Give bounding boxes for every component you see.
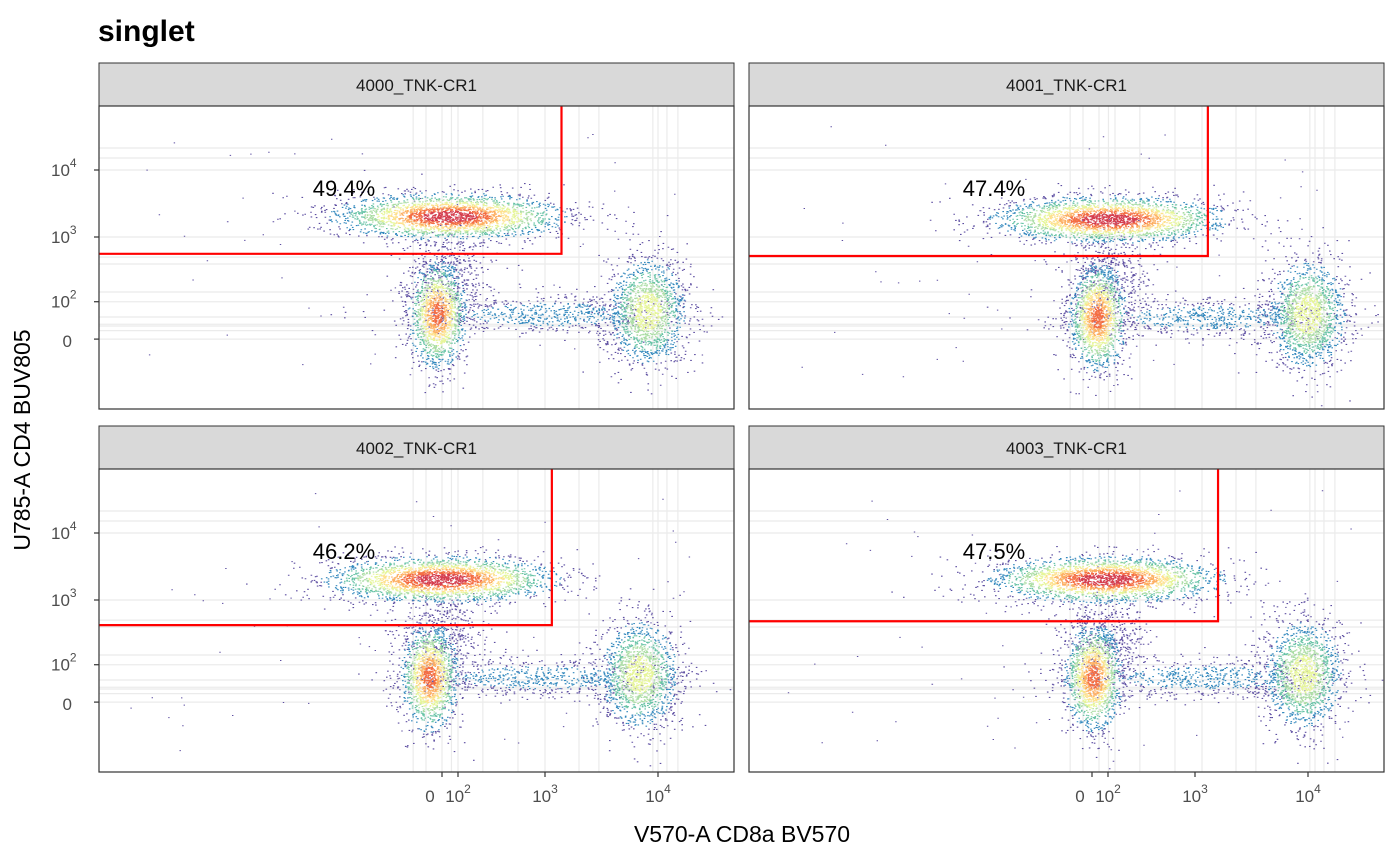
panel-border: [98, 468, 735, 773]
x-tick-label: 0: [425, 787, 434, 806]
density-layer: [379, 566, 505, 703]
y-tick-label: 103: [51, 223, 77, 247]
y-tick-label: 102: [51, 651, 77, 675]
facet-panel: 4000_TNK-CR1 49.4%: [98, 62, 735, 410]
y-tick-label: 104: [51, 519, 77, 543]
y-tick-label: 0: [63, 332, 72, 351]
density-layer: [1020, 562, 1325, 715]
facet-strip-label: 4003_TNK-CR1: [1006, 439, 1127, 458]
density-layer: [413, 573, 471, 586]
density-layer: [1068, 210, 1151, 329]
density-layer: [390, 568, 495, 697]
facet-panel: 4003_TNK-CR1 47.5%: [748, 425, 1385, 773]
density-layer: [398, 205, 502, 334]
facet-panel: 4001_TNK-CR1 47.4%: [748, 62, 1385, 410]
x-tick-label: 104: [1295, 782, 1321, 806]
chart-title: singlet: [98, 15, 195, 48]
facet-panels: 4000_TNK-CR1 49.4% 4001_TNK-CR1 47.4% 4002_T…: [98, 62, 1385, 773]
gate-line: [99, 469, 553, 627]
x-tick-label: 103: [1182, 782, 1208, 806]
facet-strip-label: 4001_TNK-CR1: [1006, 76, 1127, 95]
x-axis-title: V570-A CD8a BV570: [634, 821, 850, 847]
x-tick-label: 102: [1095, 782, 1121, 806]
gate-percent-label: 47.5%: [963, 539, 1025, 564]
density-layer: [400, 571, 483, 689]
density-points: [146, 134, 724, 395]
y-tick-label: 103: [51, 586, 77, 610]
density-points: [130, 493, 732, 767]
gate-line: [749, 106, 1209, 258]
density-layer: [1008, 559, 1333, 721]
gate-percent-label: 46.2%: [313, 539, 375, 564]
density-layer: [1081, 213, 1139, 226]
density-layer: [1047, 206, 1172, 343]
density-points: [801, 126, 1379, 407]
facet-strip: [748, 425, 1385, 470]
density-layer: [387, 203, 510, 340]
gate-line: [749, 469, 1220, 623]
density-points: [787, 490, 1384, 770]
density-layer: [421, 210, 478, 223]
y-axis-title: U785-A CD4 BUV805: [9, 329, 35, 550]
facet-strip-label: 4002_TNK-CR1: [356, 439, 477, 458]
density-layer: [986, 555, 1342, 733]
x-tick-label: 103: [532, 782, 558, 806]
x-tick-label: 0: [1075, 787, 1084, 806]
density-layer: [1065, 571, 1147, 689]
facet-panel: 4002_TNK-CR1 46.2%: [98, 425, 735, 773]
facet-strip: [748, 62, 1385, 107]
y-tick-label: 0: [63, 695, 72, 714]
density-layer: [1054, 568, 1158, 697]
y-tick-label: 102: [51, 288, 77, 312]
density-layer: [349, 196, 677, 359]
gate-percent-label: 47.4%: [963, 176, 1025, 201]
y-tick-label: 104: [51, 156, 77, 180]
density-layer: [1078, 573, 1134, 586]
facet-strip: [98, 62, 735, 107]
gate-percent-label: 49.4%: [313, 176, 375, 201]
density-layer: [1009, 199, 1336, 362]
gate-line: [99, 106, 563, 255]
density-layer: [408, 207, 491, 326]
facet-strip-label: 4000_TNK-CR1: [356, 76, 477, 95]
density-layer: [801, 126, 1379, 407]
panel-border: [98, 105, 735, 410]
x-tick-label: 104: [645, 782, 671, 806]
y-axis: 0 102 103 104 0 102 103 104: [51, 156, 99, 714]
density-layer: [146, 134, 724, 395]
panel-border: [748, 105, 1385, 410]
x-axis: 0 102 103 104 0 102 103 104: [425, 772, 1321, 806]
density-layer: [1058, 208, 1162, 336]
panel-border: [748, 468, 1385, 773]
x-tick-label: 102: [445, 782, 471, 806]
